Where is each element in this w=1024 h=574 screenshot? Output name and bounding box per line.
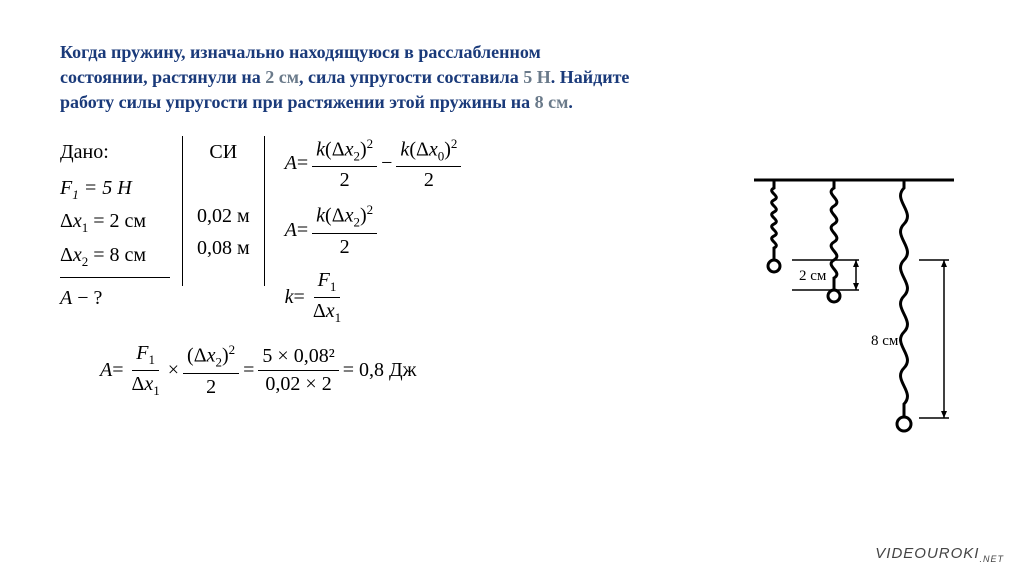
- label-2cm: 2 см: [799, 268, 827, 284]
- eq-1: A = k(Δx2)22 − k(Δx0)22: [285, 136, 466, 193]
- si-v1: 0,02 м: [197, 200, 250, 232]
- problem-line2c: . Найдите: [551, 67, 630, 87]
- problem-line2a: состоянии, растянули на: [60, 67, 261, 87]
- problem-statement: Когда пружину, изначально находящуюся в …: [60, 40, 964, 116]
- given-column: Дано: F1 = 5 Н Δx1 = 2 см Δx2 = 8 см A −…: [60, 136, 182, 314]
- given-find: A − ?: [60, 282, 170, 314]
- problem-line3a: работу силы упругости при растяжении это…: [60, 92, 530, 112]
- highlight-8cm: 8 см: [530, 92, 568, 112]
- given-dx2: Δx2 = 8 см: [60, 239, 170, 273]
- result: = 0,8 Дж: [343, 359, 417, 382]
- spring-diagram: 2 см 8 см: [744, 170, 964, 450]
- highlight-2cm: 2 см: [261, 67, 299, 87]
- given-label: Дано:: [60, 136, 170, 168]
- problem-line2b: , сила упругости составила: [299, 67, 523, 87]
- problem-line1: Когда пружину, изначально находящуюся в …: [60, 42, 541, 62]
- si-v2: 0,08 м: [197, 232, 250, 264]
- watermark-main: VIDEOUROKI: [875, 545, 979, 562]
- problem-line3b: .: [568, 92, 573, 112]
- given-dx1: Δx1 = 2 см: [60, 205, 170, 239]
- eq-2: A = k(Δx2)22: [285, 202, 466, 259]
- equations-column: A = k(Δx2)22 − k(Δx0)22 A = k(Δx2)22 k =…: [265, 136, 466, 336]
- given-f1: F1 = 5 Н: [60, 172, 170, 206]
- eq-3: k = F1Δx1: [285, 269, 466, 326]
- divider: [60, 277, 170, 278]
- watermark-suffix: .NET: [979, 554, 1004, 564]
- highlight-5n: 5 Н: [523, 67, 551, 87]
- watermark: VIDEOUROKI.NET: [875, 545, 1004, 564]
- si-label: СИ: [197, 136, 250, 168]
- si-column: СИ 0,02 м 0,08 м: [182, 136, 265, 286]
- label-8cm: 8 см: [871, 333, 899, 349]
